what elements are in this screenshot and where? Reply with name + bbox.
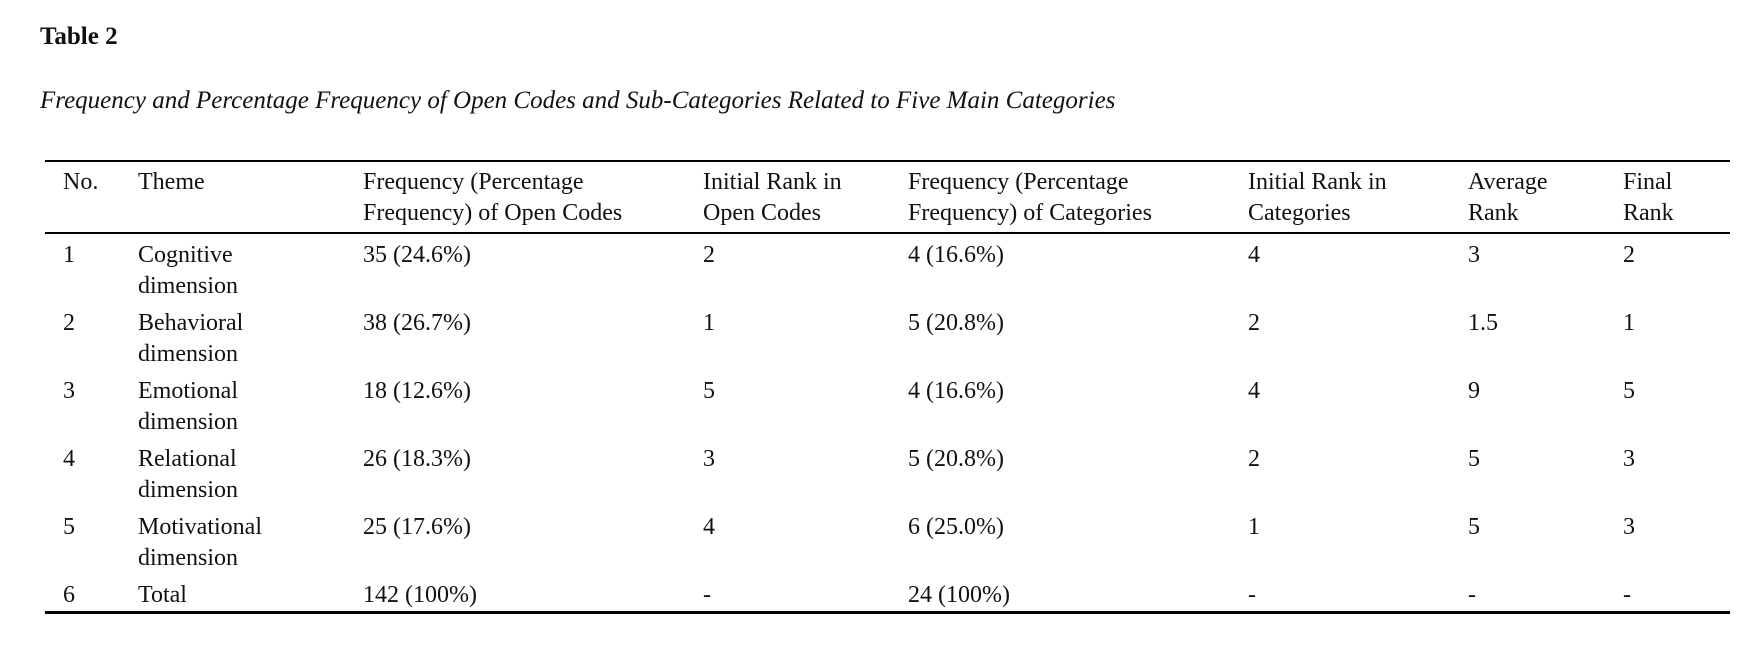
table-row: 1 Cognitive dimension 35 (24.6%) 2 4 (16.6%)… <box>45 233 1730 302</box>
table-row: 6 Total 142 (100%) - 24 (100%) - - - <box>45 574 1730 613</box>
column-header-freq-categories: Frequency (Percentage Frequency) of Cate… <box>890 161 1230 234</box>
table-cell: Total <box>138 582 187 608</box>
table-cell: 1 <box>703 310 715 336</box>
table-cell: 35 (24.6%) <box>363 242 471 268</box>
table-cell: 3 <box>1623 514 1635 540</box>
table-cell: 4 <box>63 446 75 472</box>
table-row: 3 Emotional dimension 18 (12.6%) 5 4 (16.6%)… <box>45 370 1730 438</box>
table-row: 4 Relational dimension 26 (18.3%) 3 5 (20.8%… <box>45 438 1730 506</box>
table-cell: - <box>1623 582 1631 608</box>
table-body: 1 Cognitive dimension 35 (24.6%) 2 4 (16.6%)… <box>45 233 1730 613</box>
table-cell: 3 <box>703 446 715 472</box>
table-caption: Frequency and Percentage Frequency of Op… <box>40 87 1116 114</box>
table-cell: 142 (100%) <box>363 582 477 608</box>
data-table: No. Theme Frequency (Percentage Frequenc… <box>45 160 1730 614</box>
table-cell: Relational dimension <box>138 446 238 503</box>
table-cell: 5 <box>703 378 715 404</box>
table-row: 5 Motivational dimension 25 (17.6%) 4 6 (25.… <box>45 506 1730 574</box>
table-cell: - <box>703 582 711 608</box>
table-cell: Emotional dimension <box>138 378 238 435</box>
table-cell: 5 <box>1468 446 1480 472</box>
table-cell: 6 <box>63 582 75 608</box>
table-cell: Behavioral dimension <box>138 310 244 367</box>
table-cell: 1 <box>63 242 75 268</box>
table-cell: 4 <box>703 514 715 540</box>
table-cell: 5 (20.8%) <box>908 446 1004 472</box>
table-cell: 25 (17.6%) <box>363 514 471 540</box>
table-cell: 6 (25.0%) <box>908 514 1004 540</box>
table-cell: 3 <box>1623 446 1635 472</box>
table-header: No. Theme Frequency (Percentage Frequenc… <box>45 161 1730 234</box>
table-cell: 26 (18.3%) <box>363 446 471 472</box>
table-cell: Cognitive dimension <box>138 242 238 299</box>
table-cell: 5 <box>63 514 75 540</box>
table-cell: - <box>1248 582 1256 608</box>
table-cell: 3 <box>1468 242 1480 268</box>
column-header-final-rank: Final Rank <box>1605 161 1730 234</box>
table-cell: 4 <box>1248 378 1260 404</box>
column-header-freq-open-codes: Frequency (Percentage Frequency) of Open… <box>345 161 685 234</box>
column-header-no: No. <box>45 161 120 234</box>
column-header-initial-rank-open-codes: Initial Rank in Open Codes <box>685 161 890 234</box>
table-cell: 5 <box>1468 514 1480 540</box>
table-cell: 9 <box>1468 378 1480 404</box>
table-cell: 24 (100%) <box>908 582 1010 608</box>
table-cell: Motivational dimension <box>138 514 262 571</box>
column-header-initial-rank-categories: Initial Rank in Categories <box>1230 161 1450 234</box>
table-cell: 5 (20.8%) <box>908 310 1004 336</box>
table-cell: 2 <box>1248 310 1260 336</box>
table-row: 2 Behavioral dimension 38 (26.7%) 1 5 (20.8%… <box>45 302 1730 370</box>
table-cell: 38 (26.7%) <box>363 310 471 336</box>
table-header-row: No. Theme Frequency (Percentage Frequenc… <box>45 161 1730 234</box>
table-cell: 5 <box>1623 378 1635 404</box>
table-cell: 2 <box>1623 242 1635 268</box>
table-cell: 4 (16.6%) <box>908 378 1004 404</box>
table-title: Table 2 <box>40 23 118 50</box>
table-cell: 4 (16.6%) <box>908 242 1004 268</box>
table-cell: 2 <box>703 242 715 268</box>
table-cell: 2 <box>63 310 75 336</box>
column-header-average-rank: Average Rank <box>1450 161 1605 234</box>
table-cell: 4 <box>1248 242 1260 268</box>
table-cell: 1.5 <box>1468 310 1498 336</box>
table-cell: 1 <box>1623 310 1635 336</box>
table-cell: 1 <box>1248 514 1260 540</box>
table-cell: 3 <box>63 378 75 404</box>
column-header-theme: Theme <box>120 161 345 234</box>
table-cell: 18 (12.6%) <box>363 378 471 404</box>
table-cell: - <box>1468 582 1476 608</box>
table-cell: 2 <box>1248 446 1260 472</box>
